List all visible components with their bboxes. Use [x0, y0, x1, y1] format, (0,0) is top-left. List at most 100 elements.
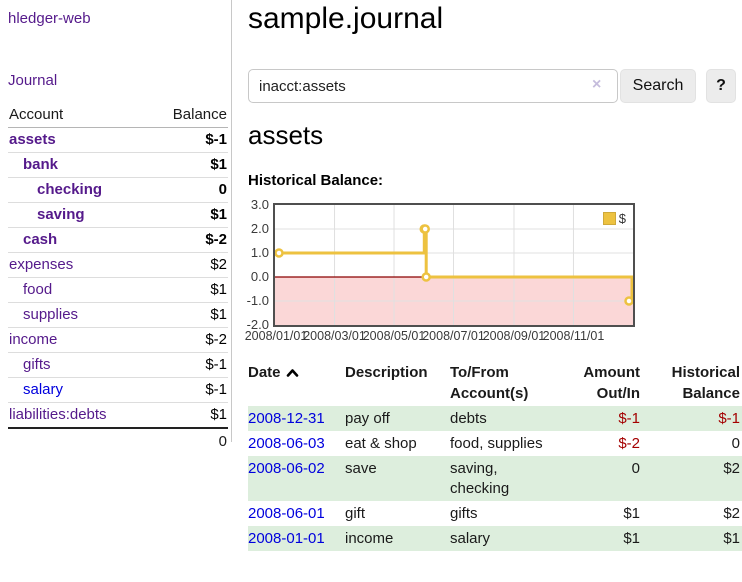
register-date-link[interactable]: 2008-12-31: [248, 410, 325, 427]
app-brand-link[interactable]: hledger-web: [8, 10, 91, 27]
register-table: Date Description To/From Account(s) Amou…: [248, 360, 742, 551]
register-row[interactable]: 2008-01-01 income salary $1 $1: [248, 526, 742, 551]
register-col-balance: Historical Balance: [640, 360, 742, 406]
account-row: assets $-1: [8, 128, 228, 153]
register-accounts: debts: [450, 410, 487, 427]
balance-chart[interactable]: $: [273, 203, 635, 327]
register-row[interactable]: 2008-06-02 save saving, checking 0 $2: [248, 456, 742, 501]
x-tick-label: 2008/05/01: [362, 329, 426, 343]
register-accounts: food, supplies: [450, 435, 543, 452]
account-balance: $1: [148, 152, 228, 178]
register-description: gift: [345, 505, 366, 522]
account-row: income $-2: [8, 327, 228, 353]
account-balance: $-2: [148, 227, 228, 253]
account-balance: $1: [148, 302, 228, 328]
nav-journal-link[interactable]: Journal: [8, 72, 58, 89]
register-col-amount: Amount Out/In: [555, 360, 640, 406]
register-amount: $1: [623, 530, 640, 547]
accounts-total-value: 0: [148, 427, 228, 454]
account-row: liabilities:debts $1: [8, 402, 228, 428]
register-balance: $2: [723, 505, 740, 522]
register-date-link[interactable]: 2008-01-01: [248, 530, 325, 547]
account-link-gifts[interactable]: gifts: [23, 356, 51, 373]
register-date-link[interactable]: 2008-06-01: [248, 505, 325, 522]
x-tick-label: 2008/01/01: [244, 329, 308, 343]
register-col-accounts-label: To/From Account(s): [450, 364, 529, 402]
account-balance: $1: [148, 277, 228, 303]
account-row: expenses $2: [8, 252, 228, 278]
sort-asc-icon: [286, 369, 298, 377]
account-balance: $-1: [148, 377, 228, 403]
x-tick-label: 2008/03/01: [303, 329, 366, 343]
register-col-description: Description: [345, 360, 450, 406]
search-button[interactable]: Search: [620, 69, 696, 103]
register-amount: $-2: [618, 435, 640, 452]
register-col-date-label: Date: [248, 364, 281, 381]
account-link-income[interactable]: income: [9, 331, 58, 348]
y-tick-label: 0.0: [250, 269, 269, 284]
account-row: food $1: [8, 277, 228, 303]
account-link-saving[interactable]: saving: [37, 206, 85, 223]
legend-label: $: [618, 211, 626, 226]
register-amount: $1: [623, 505, 640, 522]
account-balance: $-2: [148, 327, 228, 353]
account-balance: $-1: [205, 131, 227, 148]
account-row: bank $1: [8, 152, 228, 178]
chart-legend: $: [600, 210, 628, 227]
help-button[interactable]: ?: [706, 69, 736, 103]
register-balance: $-1: [718, 410, 740, 427]
account-title: assets: [248, 120, 324, 150]
register-date-link[interactable]: 2008-06-03: [248, 435, 325, 452]
clear-search-icon[interactable]: ×: [592, 76, 602, 93]
y-tick-label: -1.0: [246, 293, 269, 308]
register-description: save: [345, 460, 377, 477]
register-accounts: gifts: [450, 505, 478, 522]
account-link-supplies[interactable]: supplies: [23, 306, 79, 323]
account-row: gifts $-1: [8, 352, 228, 378]
y-tick-label: 3.0: [250, 197, 269, 212]
account-link-checking[interactable]: checking: [37, 181, 103, 198]
balance-chart-svg: [275, 205, 633, 325]
y-tick-label: 2.0: [250, 221, 269, 236]
register-amount: $-1: [618, 410, 640, 427]
register-accounts: salary: [450, 530, 491, 547]
account-row: cash $-2: [8, 227, 228, 253]
accounts-header-row: Account Balance: [8, 104, 228, 128]
register-amount: 0: [631, 460, 640, 477]
register-date-link[interactable]: 2008-06-02: [248, 460, 325, 477]
register-balance: $2: [723, 460, 740, 477]
register-row[interactable]: 2008-12-31 pay off debts $-1 $-1: [248, 406, 742, 431]
register-col-date[interactable]: Date: [248, 360, 345, 406]
register-col-amount-label: Amount Out/In: [583, 364, 640, 402]
account-balance: $1: [148, 402, 228, 428]
accounts-total-row: 0: [8, 427, 228, 454]
account-link-liabilities-debts[interactable]: liabilities:debts: [9, 406, 107, 423]
chart-title: Historical Balance:: [248, 172, 384, 189]
y-tick-label: 1.0: [250, 245, 269, 260]
search-input[interactable]: [248, 69, 618, 103]
legend-swatch-icon: [602, 212, 616, 225]
register-row[interactable]: 2008-06-01 gift gifts $1 $2: [248, 501, 742, 526]
account-balance: $2: [148, 252, 228, 278]
register-row[interactable]: 2008-06-03 eat & shop food, supplies $-2 0: [248, 431, 742, 456]
account-link-food[interactable]: food: [23, 281, 53, 298]
accounts-total-spacer: [8, 427, 149, 454]
register-balance: $1: [723, 530, 740, 547]
account-link-salary[interactable]: salary: [23, 381, 64, 398]
search-bar: × Search ?: [248, 69, 742, 103]
register-description: income: [345, 530, 394, 547]
account-link-assets[interactable]: assets: [9, 131, 56, 148]
accounts-col-account: Account: [8, 104, 149, 128]
register-description: eat & shop: [345, 435, 417, 452]
page-title: sample.journal: [248, 2, 444, 35]
account-balance: 0: [148, 177, 228, 203]
account-link-cash[interactable]: cash: [23, 231, 58, 248]
register-col-description-label: Description: [345, 364, 428, 381]
account-row: salary $-1: [8, 377, 228, 403]
register-description: pay off: [345, 410, 390, 427]
register-balance: 0: [731, 435, 740, 452]
account-link-expenses[interactable]: expenses: [9, 256, 74, 273]
register-header-row: Date Description To/From Account(s) Amou…: [248, 360, 742, 406]
account-balance: $-1: [148, 352, 228, 378]
account-link-bank[interactable]: bank: [23, 156, 59, 173]
